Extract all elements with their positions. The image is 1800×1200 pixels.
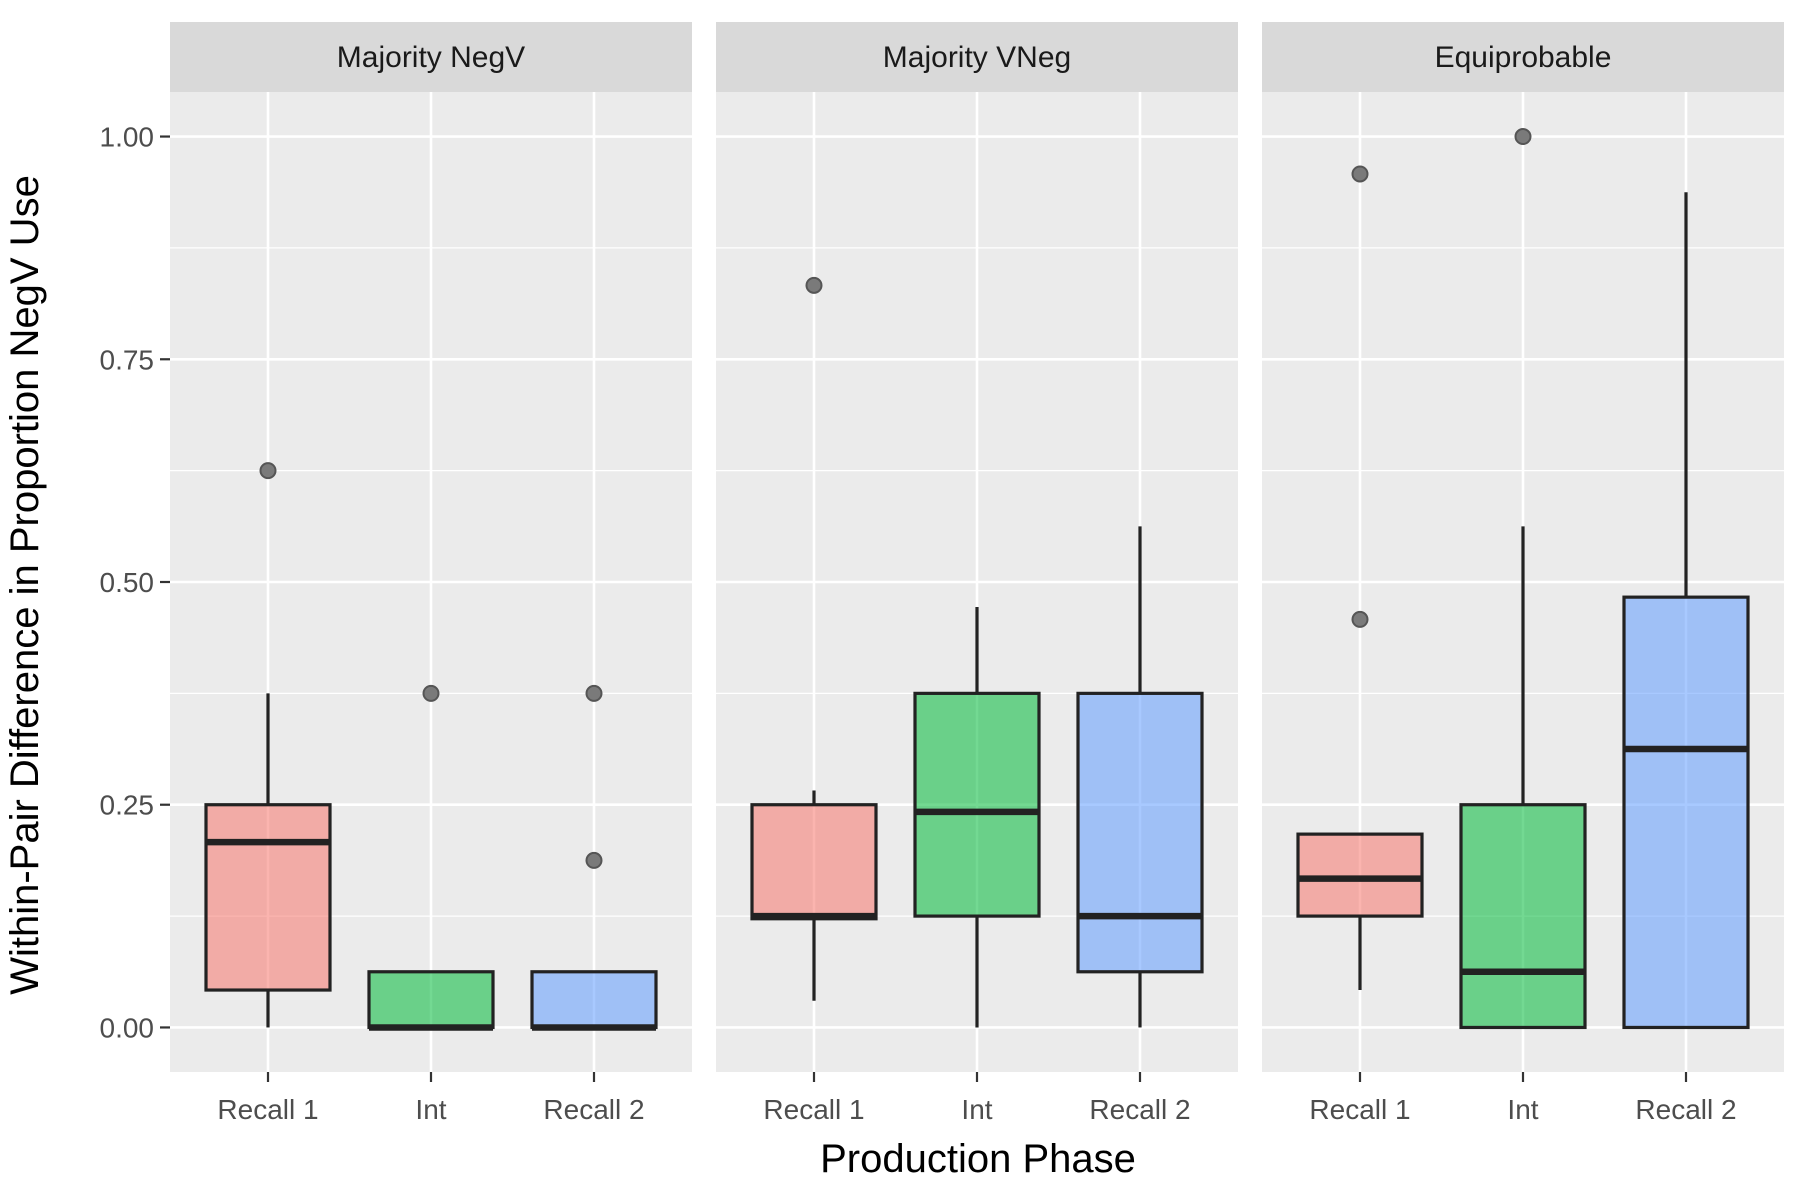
box-3-3 (1622, 192, 1750, 1030)
box-1-1 (204, 462, 332, 1028)
outlier-point (1351, 165, 1369, 183)
y-tick-label: 0.25 (100, 790, 155, 821)
iqr-box (530, 970, 658, 1030)
box-1-3 (530, 684, 658, 1031)
outlier-point (1351, 610, 1369, 628)
iqr-box (1622, 595, 1750, 1030)
facet-strip-label: Majority VNeg (883, 41, 1071, 74)
outlier-point (585, 851, 603, 869)
x-tick-label: Recall 2 (543, 1094, 644, 1125)
x-tick-label: Recall 2 (1635, 1094, 1736, 1125)
y-axis-title: Within-Pair Difference in Proportion Neg… (3, 175, 47, 995)
y-tick-label: 0.50 (100, 567, 155, 598)
facet-strip (716, 22, 1238, 92)
box-3-1 (1296, 165, 1424, 991)
outlier-point (805, 276, 823, 294)
y-tick-label: 1.00 (100, 122, 155, 153)
iqr-box (750, 803, 878, 921)
outlier-point (1514, 128, 1532, 146)
facet-strip (170, 22, 692, 92)
x-tick-label: Int (961, 1094, 992, 1125)
facet-strip-label: Equiprobable (1435, 41, 1612, 74)
box-2-1 (750, 276, 878, 1001)
iqr-box (367, 970, 495, 1030)
facet-panel-3: Equiprobable Recall 1 Int Recall 2 (1262, 22, 1784, 1125)
y-tick-label: 0.75 (100, 344, 155, 375)
iqr-box (204, 803, 332, 992)
box-2-3 (1076, 526, 1204, 1028)
y-tick-label: 0.00 (100, 1012, 155, 1043)
facet-panel-1: Majority NegV Recall 1 Int Recall 2 (170, 22, 692, 1125)
outlier-point (585, 684, 603, 702)
x-tick-label: Recall 1 (217, 1094, 318, 1125)
x-tick-label: Recall 1 (763, 1094, 864, 1125)
facet-panel-2: Majority VNeg Recall 1 Int Recall 2 (716, 22, 1238, 1125)
iqr-box (913, 691, 1041, 918)
x-tick-label: Int (1507, 1094, 1538, 1125)
iqr-box (1296, 832, 1424, 918)
box-1-2 (367, 684, 495, 1031)
facet-strip-label: Majority NegV (337, 41, 525, 74)
x-axis-title: Production Phase (820, 1137, 1136, 1181)
iqr-box (1076, 691, 1204, 974)
x-tick-label: Int (415, 1094, 446, 1125)
x-tick-label: Recall 1 (1309, 1094, 1410, 1125)
facet-strip (1262, 22, 1784, 92)
x-tick-label: Recall 2 (1089, 1094, 1190, 1125)
iqr-box (1459, 803, 1587, 1030)
box-3-2 (1459, 128, 1587, 1030)
outlier-point (259, 462, 277, 480)
box-2-2 (913, 606, 1041, 1028)
outlier-point (422, 684, 440, 702)
